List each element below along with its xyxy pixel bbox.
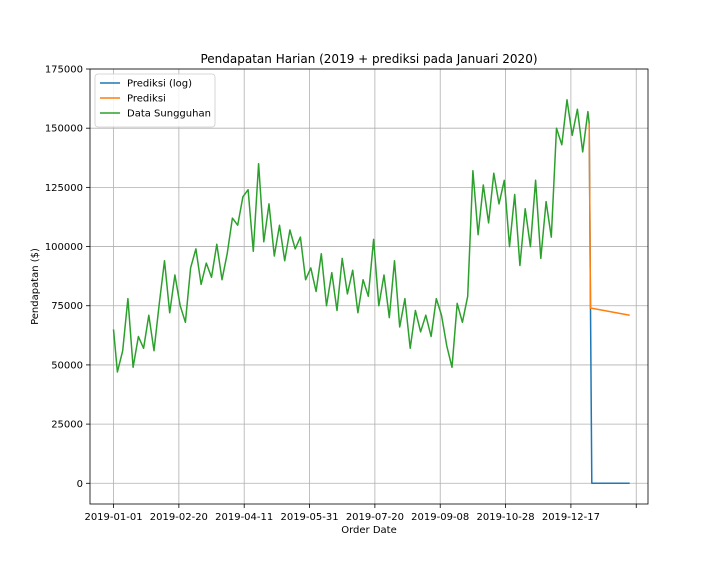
y-tick-label: 175000 <box>45 65 83 76</box>
y-tick-label: 150000 <box>45 124 83 135</box>
legend-box <box>94 73 216 128</box>
y-axis-title: Pendapatan ($) <box>30 248 41 325</box>
legend: Prediksi (log) Prediksi Data Sungguhan <box>94 73 216 128</box>
y-axis: 0 25000 50000 75000 100000 125000 150000 175000 <box>45 65 90 490</box>
x-axis-title: Order Date <box>341 525 397 536</box>
x-tick-label: 2019-01-01 <box>84 512 142 523</box>
legend-label: Prediksi (log) <box>127 79 192 90</box>
series-lines <box>112 99 630 485</box>
series-line-1 <box>588 123 630 485</box>
y-tick-label: 125000 <box>45 183 83 194</box>
legend-label: Data Sungguhan <box>127 109 211 120</box>
y-tick-label: 50000 <box>51 360 83 371</box>
x-tick-label: 2019-12-17 <box>542 512 600 523</box>
y-tick-label: 75000 <box>51 301 83 312</box>
x-tick-label: 2019-02-20 <box>150 512 208 523</box>
x-axis: 2019-01-01 2019-02-20 2019-04-11 2019-05-31… <box>84 504 637 523</box>
x-tick-label: 2019-10-28 <box>476 512 534 523</box>
chart-title: Pendapatan Harian (2019 + prediksi pada … <box>200 52 537 66</box>
y-tick-label: 100000 <box>45 242 83 253</box>
series-line-3 <box>112 99 590 373</box>
x-tick-label: 2019-09-08 <box>411 512 469 523</box>
y-tick-label: 0 <box>77 479 83 490</box>
plot-frame <box>89 68 649 505</box>
y-tick-label: 25000 <box>51 420 83 431</box>
legend-label: Prediksi <box>127 94 166 105</box>
x-tick-label: 2019-04-11 <box>215 512 273 523</box>
series-line-2 <box>588 123 630 316</box>
x-tick-label: 2019-07-20 <box>346 512 404 523</box>
x-tick-label: 2019-05-31 <box>280 512 338 523</box>
